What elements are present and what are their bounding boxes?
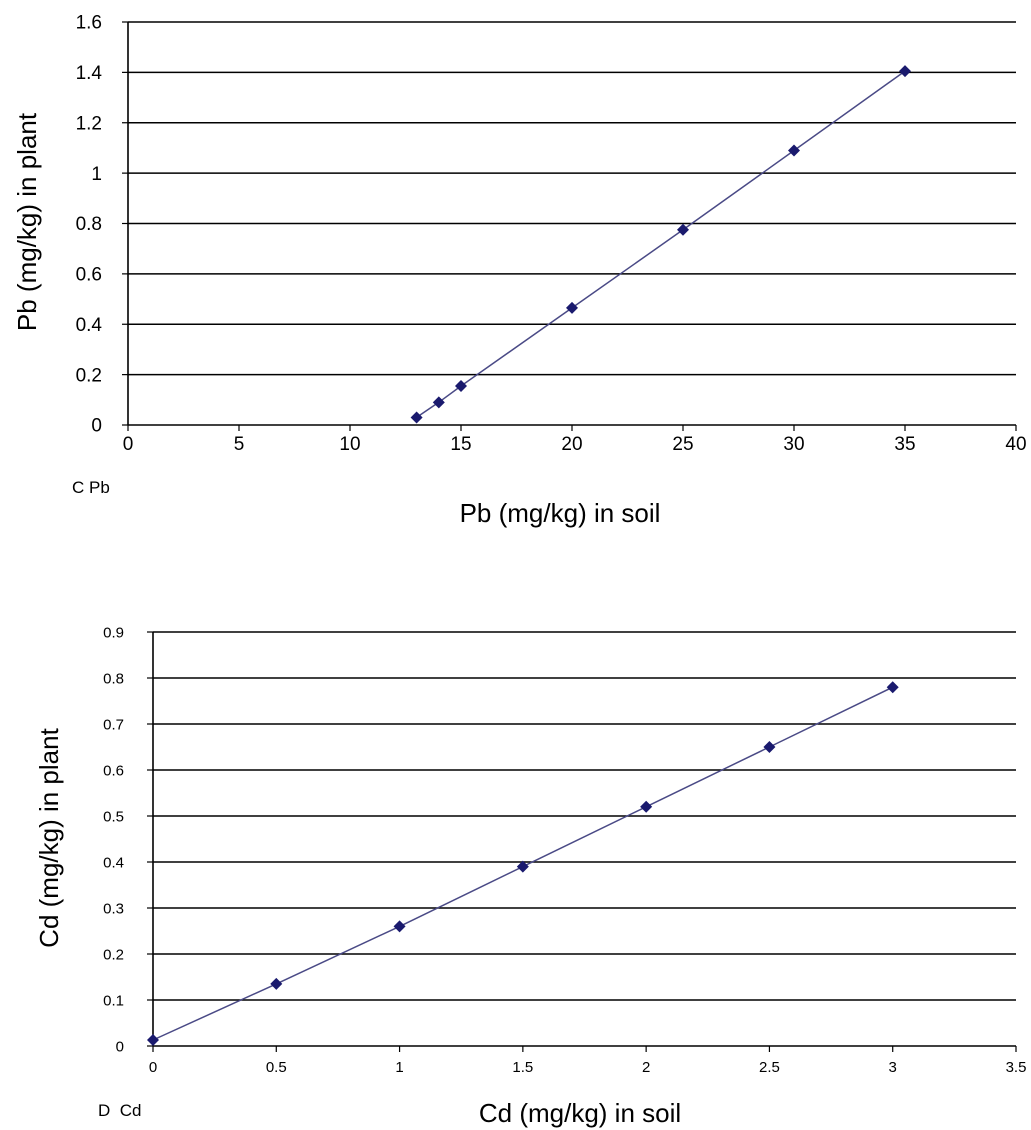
- y-tick-label: 0.3: [103, 900, 124, 917]
- data-point: [393, 920, 406, 933]
- x-tick-label: 15: [450, 434, 471, 455]
- data-point: [763, 741, 776, 753]
- y-tick-label: 0.4: [103, 854, 124, 871]
- y-tick-label: 1.4: [76, 63, 103, 84]
- y-tick-label: 0.6: [76, 265, 102, 286]
- y-tick-label: 0.4: [76, 315, 103, 336]
- data-point: [455, 379, 467, 392]
- x-tick-label: 1.5: [512, 1059, 533, 1076]
- chart-panel-d: 0 0.1 0.2 0.3 0.4 0.5 0.6 0.7 0.8 0.9 0 0.5 1 1.5 2 2.5…: [34, 624, 1026, 1128]
- y-tick-label: 0.2: [103, 946, 124, 963]
- y-tick-label: 0.5: [103, 808, 124, 825]
- data-point: [788, 144, 800, 157]
- data-point: [677, 223, 689, 236]
- x-tick-label: 10: [339, 434, 360, 455]
- x-axis-title: Pb (mg/kg) in soil: [460, 498, 661, 528]
- x-axis-title: Cd (mg/kg) in soil: [479, 1098, 681, 1128]
- x-tick-label: 1: [395, 1059, 403, 1076]
- y-tick-label: 0: [91, 416, 102, 437]
- y-tick-label: 0.8: [76, 214, 102, 235]
- y-axis-title: Pb (mg/kg) in plant: [12, 112, 42, 331]
- chart-panel-c: 0 0.2 0.4 0.6 0.8 1 1.2 1.4 1.6 0 5 10 15 20 25 30 35 40 P…: [12, 13, 1027, 528]
- x-tick-label: 2.5: [759, 1059, 780, 1076]
- panel-label: D Cd: [98, 1101, 141, 1120]
- y-tick-label: 1.6: [76, 13, 102, 34]
- data-point: [899, 65, 911, 78]
- y-tick-label: 0.7: [103, 716, 124, 733]
- x-tick-label: 2: [642, 1059, 650, 1076]
- y-tick-label: 0.8: [103, 670, 124, 687]
- x-tick-label: 3.5: [1006, 1059, 1027, 1076]
- y-tick-label: 0.2: [76, 365, 102, 386]
- data-point: [886, 681, 899, 694]
- x-tick-label: 3: [889, 1059, 897, 1076]
- y-tick-label: 0.1: [103, 992, 124, 1009]
- x-tick-label: 25: [672, 434, 693, 455]
- data-point: [516, 860, 529, 873]
- data-point: [640, 800, 653, 813]
- x-tick-label: 5: [234, 434, 245, 455]
- panel-label: C Pb: [72, 478, 110, 497]
- data-point: [410, 411, 423, 424]
- data-point: [566, 301, 578, 314]
- data-point: [147, 1034, 159, 1047]
- data-point: [270, 977, 283, 990]
- y-tick-label: 1.2: [76, 113, 102, 134]
- y-tick-label: 0.9: [103, 624, 124, 641]
- y-tick-label: 1: [91, 164, 102, 185]
- y-axis-title: Cd (mg/kg) in plant: [34, 727, 64, 947]
- x-tick-label: 30: [783, 434, 804, 455]
- x-tick-label: 35: [894, 434, 915, 455]
- y-tick-label: 0: [116, 1038, 124, 1055]
- x-tick-label: 40: [1005, 434, 1026, 455]
- data-point: [432, 396, 445, 409]
- x-tick-label: 0: [123, 434, 134, 455]
- y-tick-label: 0.6: [103, 762, 124, 779]
- x-tick-label: 20: [561, 434, 582, 455]
- x-tick-label: 0: [149, 1059, 157, 1076]
- x-tick-label: 0.5: [266, 1059, 287, 1076]
